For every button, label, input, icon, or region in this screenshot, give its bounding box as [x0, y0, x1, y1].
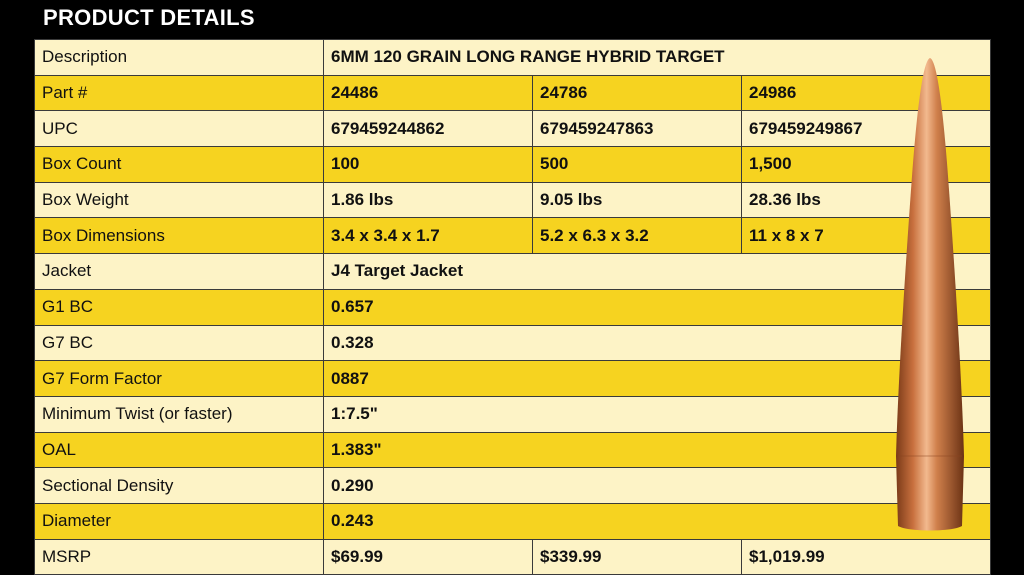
label-cell: Description [34, 39, 324, 76]
table-row: Sectional Density 0.290 [34, 467, 992, 504]
value-cell: 24486 [323, 74, 533, 112]
label-cell: OAL [34, 431, 324, 469]
value-cell: 0.328 [322, 324, 992, 362]
value-cell: 0.657 [322, 288, 992, 326]
page-title: PRODUCT DETAILS [43, 5, 255, 30]
label-cell: Minimum Twist (or faster) [34, 395, 324, 433]
value-cell: 6MM 120 GRAIN LONG RANGE HYBRID TARGET [322, 39, 992, 76]
table-row: Box Count 100 500 1,500 [34, 146, 992, 183]
value-cell: 24786 [532, 74, 742, 112]
table-row: Minimum Twist (or faster) 1:7.5" [34, 395, 992, 433]
label-cell: Diameter [34, 502, 324, 540]
label-cell: Part # [34, 74, 324, 112]
table-row: Jacket J4 Target Jacket [34, 253, 992, 290]
value-cell: $1,019.99 [740, 538, 992, 575]
table-row: Box Weight 1.86 lbs 9.05 lbs 28.36 lbs [34, 181, 992, 219]
label-cell: MSRP [34, 538, 324, 575]
table-row: MSRP $69.99 $339.99 $1,019.99 [34, 538, 992, 575]
details-table: Description 6MM 120 GRAIN LONG RANGE HYBR… [34, 39, 992, 575]
value-cell: 24986 [740, 74, 992, 112]
value-cell: 3.4 x 3.4 x 1.7 [323, 217, 533, 255]
value-cell: 5.2 x 6.3 x 3.2 [532, 217, 742, 255]
value-cell: 500 [532, 146, 742, 183]
value-cell: 1.86 lbs [323, 181, 533, 219]
label-cell: Jacket [34, 253, 324, 290]
value-cell: 679459247863 [532, 110, 742, 148]
table-row: Part #24486 24786 24986 [34, 74, 992, 112]
label-cell: G1 BC [34, 288, 324, 326]
label-cell: Box Count [34, 146, 324, 183]
label-cell: UPC [34, 110, 324, 148]
table-row: Description 6MM 120 GRAIN LONG RANGE HYBR… [34, 39, 992, 76]
label-cell: Sectional Density [34, 467, 324, 504]
value-cell: J4 Target Jacket [322, 253, 992, 290]
value-cell: $69.99 [323, 538, 533, 575]
table-row: G7 Form Factor 0887 [34, 360, 992, 397]
value-cell: 679459244862 [323, 110, 533, 148]
table-row: G7 BC 0.328 [34, 324, 992, 362]
value-cell: 100 [323, 146, 533, 183]
value-cell: 9.05 lbs [532, 181, 742, 219]
label-cell: G7 BC [34, 324, 324, 362]
table-row: Diameter 0.243 [34, 502, 992, 540]
label-cell: Box Weight [34, 181, 324, 219]
table-row: Box Dimensions 3.4 x 3.4 x 1.7 5.2 x 6.3 x… [34, 217, 992, 255]
table-row: UPC 679459244862 679459247863 679459249867 [34, 110, 992, 148]
value-cell: 1,500 [740, 146, 992, 183]
table-row: OAL 1.383" [34, 431, 992, 469]
table-row: G1 BC 0.657 [34, 288, 992, 326]
label-cell: G7 Form Factor [34, 360, 324, 397]
label-cell: Box Dimensions [34, 217, 324, 255]
value-cell: 0.243 [322, 502, 992, 540]
value-cell: 0.290 [322, 467, 992, 504]
value-cell: $339.99 [532, 538, 742, 575]
value-cell: 1:7.5" [322, 395, 992, 433]
value-cell: 0887 [322, 360, 992, 397]
bullet-image [896, 58, 964, 531]
